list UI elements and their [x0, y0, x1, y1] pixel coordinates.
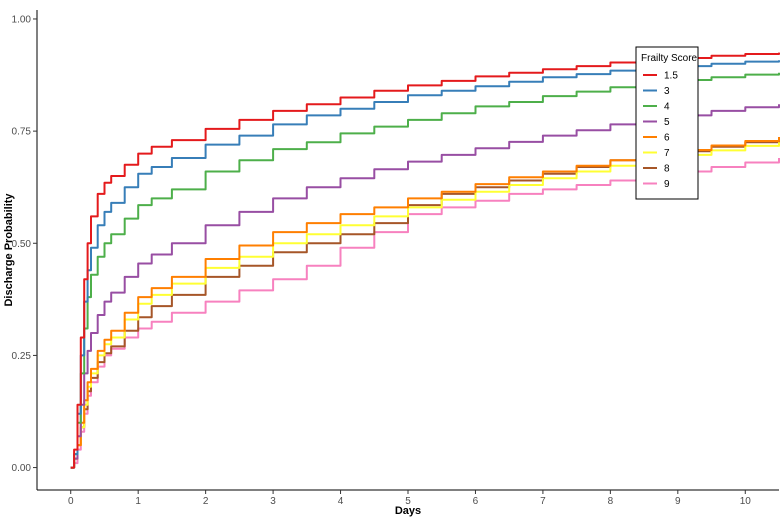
legend-label: 3 [664, 86, 670, 97]
x-tick-label: 0 [68, 496, 74, 507]
y-tick-label: 0.75 [12, 127, 32, 138]
series-line-7 [70, 142, 780, 469]
x-tick-label: 10 [740, 496, 752, 507]
legend-title: Frailty Score [641, 53, 698, 64]
legend: Frailty Score 1.5 3 4 5 6 7 8 9 [635, 46, 699, 200]
series-line-5 [70, 104, 780, 469]
plot-lines [70, 52, 780, 469]
x-tick-label: 2 [203, 496, 209, 507]
x-tick-label: 8 [608, 496, 614, 507]
series-line-3 [70, 60, 780, 469]
x-tick-label: 5 [405, 496, 411, 507]
legend-label: 9 [664, 179, 670, 190]
x-tick-label: 6 [473, 496, 479, 507]
legend-label: 5 [664, 117, 670, 128]
series-line-6 [70, 137, 780, 469]
y-tick-label: 0.50 [12, 239, 32, 250]
series-line-1-5 [70, 52, 780, 469]
x-tick-label: 4 [338, 496, 344, 507]
series-line-9 [70, 158, 780, 469]
y-tick-label: 0.00 [12, 463, 32, 474]
x-ticks: 0 1 2 3 4 5 6 7 8 9 10 [68, 490, 751, 507]
legend-items: 1.5 3 4 5 6 7 8 9 [643, 71, 678, 190]
x-tick-label: 7 [540, 496, 546, 507]
y-axis-title: Discharge Probability [3, 193, 15, 307]
legend-label: 7 [664, 148, 670, 159]
x-axis-title: Days [395, 505, 421, 517]
legend-label: 6 [664, 133, 670, 144]
legend-label: 4 [664, 102, 670, 113]
y-tick-label: 1.00 [12, 14, 32, 25]
y-ticks: 0.00 0.25 0.50 0.75 1.00 [12, 14, 37, 474]
legend-label: 1.5 [664, 71, 678, 82]
x-tick-label: 3 [270, 496, 276, 507]
x-tick-label: 1 [135, 496, 141, 507]
y-tick-label: 0.25 [12, 351, 32, 362]
legend-label: 8 [664, 164, 670, 175]
legend-box [635, 46, 699, 200]
x-tick-label: 9 [675, 496, 681, 507]
axes: 0 1 2 3 4 5 6 7 8 9 10 0.00 0.25 0.50 0.75 1.00 [12, 10, 779, 507]
series-line-4 [70, 72, 780, 469]
